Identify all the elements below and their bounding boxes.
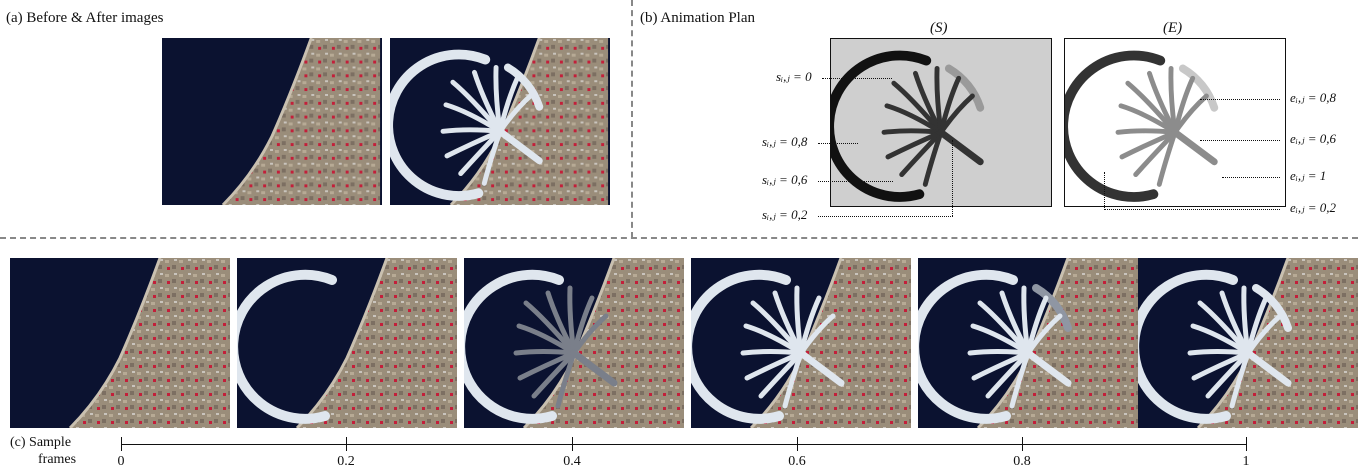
timeline-axis [121,444,1247,445]
timeline-tick-label: 0.6 [788,454,806,469]
timeline-tick-label: 0.8 [1013,454,1031,469]
leader-line [818,181,893,182]
sample-frame-5 [1138,258,1358,428]
start-annotation-2: sᵢ,ⱼ = 0,6 [762,172,808,187]
start-annotation-1: sᵢ,ⱼ = 0,8 [762,134,808,149]
timeline-tick-label: 1 [1242,454,1250,469]
timeline-tick [1246,437,1247,451]
end-annotation-1: eᵢ,ⱼ = 0,6 [1290,131,1337,146]
leader-line [1200,99,1280,100]
end-plan-title: (E) [1163,20,1183,36]
timeline-tick [346,437,347,451]
timeline-tick-label: 0.4 [563,454,581,469]
leader-line [818,216,953,217]
timeline-tick-label: 0.2 [337,454,355,469]
leader-line [1200,140,1280,141]
timeline-tick-label: 0 [117,454,125,469]
leader-line [822,78,892,79]
start-annotation-0: sᵢ,ⱼ = 0 [776,69,812,84]
before-image [162,38,382,205]
timeline-tick [572,437,573,451]
start-annotation-3: sᵢ,ⱼ = 0,2 [762,207,808,222]
panel-c-label-2: frames [38,452,77,467]
sample-frame-4 [918,258,1138,428]
panel-c-label: (c) Sample [10,435,72,450]
after-image [390,38,610,205]
timeline-tick [1022,437,1023,451]
leader-line [1222,177,1280,178]
start-plan-title: (S) [930,20,948,36]
start-plan-map [830,38,1052,207]
sample-frame-3 [691,258,911,428]
timeline-tick [797,437,798,451]
timeline-tick [121,437,122,451]
leader-line [818,143,858,144]
sample-frame-2 [464,258,684,428]
end-plan-map [1064,38,1286,207]
vertical-divider [631,0,633,238]
panel-a-label: (a) Before & After images [6,10,164,26]
leader-line [952,140,953,216]
horizontal-divider [0,237,1358,239]
end-annotation-0: eᵢ,ⱼ = 0,8 [1290,90,1337,105]
sample-frame-1 [237,258,457,428]
sample-frame-0 [10,258,230,428]
leader-line [1104,172,1105,210]
panel-b-label: (b) Animation Plan [640,10,755,26]
end-annotation-2: eᵢ,ⱼ = 1 [1290,168,1327,183]
leader-line [1104,209,1280,210]
end-annotation-3: eᵢ,ⱼ = 0,2 [1290,200,1337,215]
